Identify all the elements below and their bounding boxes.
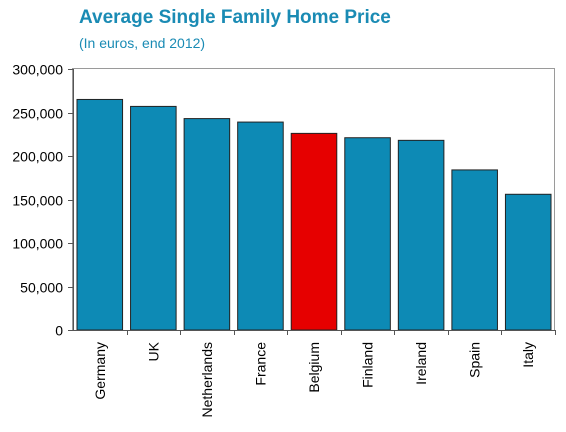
bar-uk	[130, 105, 177, 331]
x-tick-label: Germany	[92, 342, 108, 400]
y-tick-label: 200,000	[12, 149, 63, 165]
bar-france	[237, 121, 284, 331]
bar-germany	[76, 98, 124, 331]
y-tick-label: 0	[55, 323, 63, 339]
x-tick-label: France	[252, 342, 268, 386]
bar-italy	[504, 193, 552, 331]
x-tick-label: Spain	[467, 342, 483, 378]
axes-layer: 0 50,000 100,000 150,000 200,000 250,000 300,0…	[12, 62, 556, 418]
y-tick-label: 250,000	[12, 106, 63, 122]
bar-spain	[451, 169, 498, 331]
y-tick-label: 300,000	[12, 62, 63, 78]
x-tick-label: Belgium	[306, 342, 322, 393]
bar-finland	[344, 137, 391, 331]
x-tick-label: Italy	[520, 342, 536, 368]
bar-ireland	[397, 139, 445, 331]
y-tick-label: 150,000	[12, 193, 63, 209]
bar-netherlands	[183, 118, 231, 331]
bars-layer	[76, 98, 552, 331]
x-tick-label: Netherlands	[199, 342, 215, 418]
bar-belgium	[290, 132, 338, 331]
chart-title: Average Single Family Home Price	[79, 7, 391, 28]
chart-subtitle: (In euros, end 2012)	[79, 35, 206, 51]
x-tick-label: UK	[145, 341, 161, 361]
x-tick-label: Ireland	[413, 342, 429, 385]
y-tick-label: 100,000	[12, 236, 63, 252]
y-tick-label: 50,000	[20, 280, 63, 296]
x-tick-label: Finland	[360, 342, 376, 388]
